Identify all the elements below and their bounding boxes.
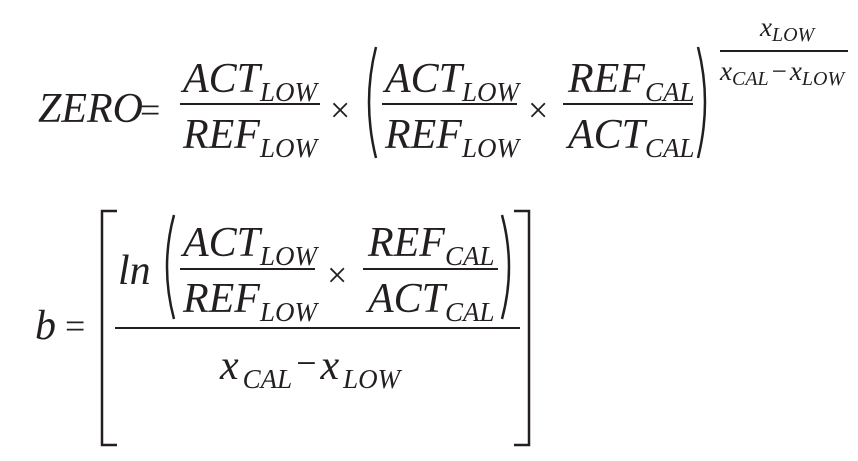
numerator-ref-cal: REFCAL xyxy=(568,56,695,107)
right-bracket xyxy=(514,209,531,447)
left-paren xyxy=(367,46,378,159)
left-paren xyxy=(165,214,176,320)
denominator-act-cal: ACTCAL xyxy=(368,276,495,327)
denominator-ref-low: REFLOW xyxy=(183,112,317,163)
left-bracket xyxy=(100,209,117,447)
denominator-x-difference: x CAL −x LOW xyxy=(220,343,401,394)
fraction-bar xyxy=(382,103,517,105)
times-sign: × xyxy=(330,90,351,130)
numerator-act-low: ACTLOW xyxy=(183,56,318,107)
right-paren xyxy=(696,46,707,159)
fraction-bar xyxy=(180,268,315,270)
ln-label: ln xyxy=(118,248,151,294)
inner-denominator-ref-low: REFLOW xyxy=(385,112,519,163)
fraction-bar xyxy=(563,103,693,105)
fraction-bar xyxy=(180,103,320,105)
equals-sign: = xyxy=(65,306,86,346)
numerator-act-low: ACTLOW xyxy=(183,220,318,271)
b-label: b xyxy=(35,303,56,349)
exponent-numerator: xLOW xyxy=(760,12,815,47)
equals-sign: = xyxy=(140,90,161,130)
exponent-fraction-bar xyxy=(720,50,848,52)
numerator-ref-cal: REFCAL xyxy=(368,220,495,271)
inner-numerator-act-low: ACTLOW xyxy=(385,56,520,107)
main-fraction-bar xyxy=(115,327,520,329)
zero-label: ZERO xyxy=(38,86,143,132)
right-paren xyxy=(500,214,511,320)
fraction-bar xyxy=(363,268,498,270)
times-sign: × xyxy=(528,90,549,130)
times-sign: × xyxy=(327,255,348,295)
denominator-ref-low: REFLOW xyxy=(183,276,317,327)
denominator-act-cal: ACTCAL xyxy=(568,112,695,163)
exponent-denominator: xCAL − xLOW xyxy=(720,56,845,91)
